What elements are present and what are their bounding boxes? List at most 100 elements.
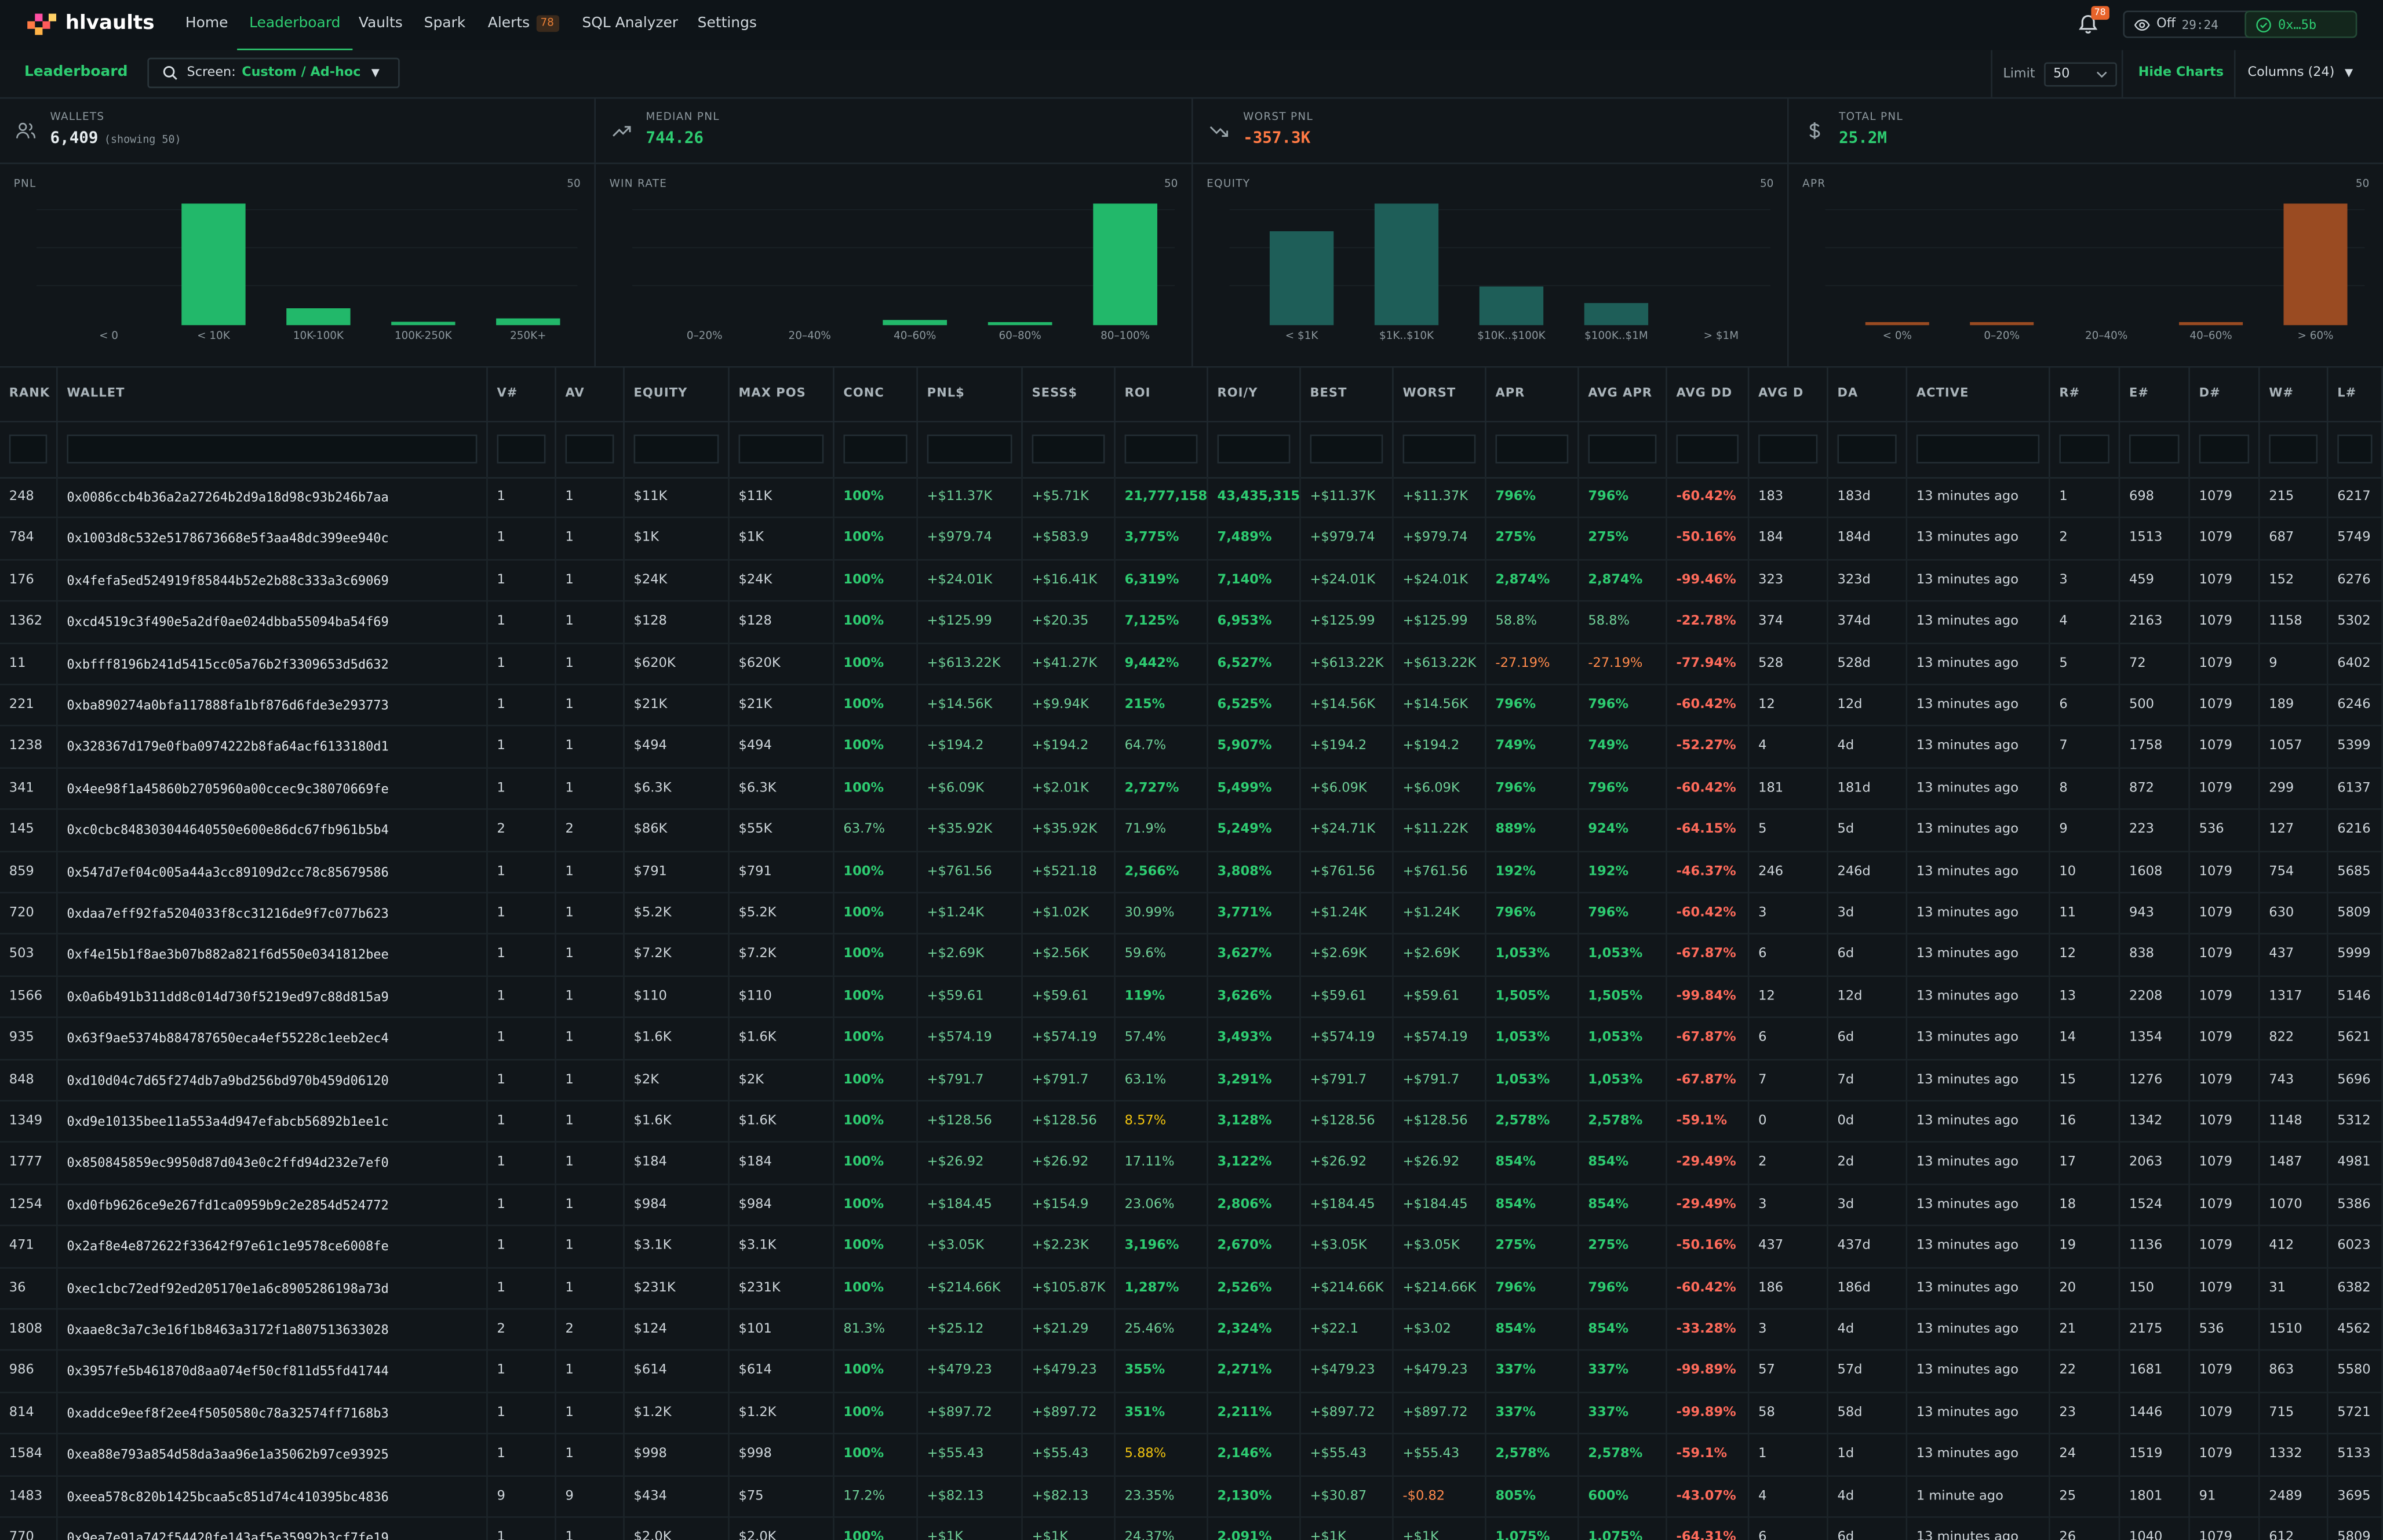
filter-input-rank[interactable] — [9, 435, 48, 464]
table-row[interactable]: 720 0xdaa7eff92fa5204033f8cc31216de9f7c07… — [0, 893, 2383, 935]
column-header-w-count[interactable]: W# — [2260, 367, 2329, 421]
table-row[interactable]: 1777 0x850845859ec9950d87d043e0c2ffd94d23… — [0, 1143, 2383, 1185]
column-header-avg-d[interactable]: AVG D — [1749, 367, 1828, 421]
filter-input-max-pos[interactable] — [738, 435, 824, 464]
filter-input-conc[interactable] — [843, 435, 908, 464]
bar[interactable] — [1479, 286, 1544, 326]
table-row[interactable]: 221 0xba890274a0bfa117888fa1bf876d6fde3e2… — [0, 685, 2383, 727]
table-row[interactable]: 1566 0x0a6b491b311dd8c014d730f5219ed97c88… — [0, 976, 2383, 1019]
bar[interactable] — [1584, 303, 1649, 326]
bar[interactable] — [988, 322, 1052, 326]
filter-input-avg-dd[interactable] — [1676, 435, 1739, 464]
filter-input-l-count[interactable] — [2337, 435, 2373, 464]
table-row[interactable]: 248 0x0086ccb4b36a2a27264b2d9a18d98c93b24… — [0, 477, 2383, 519]
bar[interactable] — [2283, 203, 2348, 326]
filter-input-worst[interactable] — [1402, 435, 1476, 464]
table-row[interactable]: 1349 0xd9e10135bee11a553a4d947efabcb56892… — [0, 1101, 2383, 1144]
column-header-wallet[interactable]: WALLET — [58, 367, 488, 421]
nav-leaderboard[interactable]: Leaderboard — [237, 0, 353, 52]
cell-wallet[interactable]: 0x850845859ec9950d87d043e0c2ffd94d232e7e… — [58, 1143, 488, 1184]
filter-input-avg-d[interactable] — [1758, 435, 1818, 464]
filter-input-d-count[interactable] — [2199, 435, 2250, 464]
column-header-apr[interactable]: APR — [1486, 367, 1579, 421]
cell-wallet[interactable]: 0x9ea7e91a742f54420fe143af5e35992b3cf7fe… — [58, 1517, 488, 1540]
bar[interactable] — [181, 203, 246, 326]
column-header-roi-y[interactable]: ROI/Y — [1208, 367, 1301, 421]
bar[interactable] — [1374, 203, 1439, 326]
filter-input-r-count[interactable] — [2059, 435, 2109, 464]
nav-spark[interactable]: Spark — [424, 15, 466, 32]
cell-wallet[interactable]: 0x2af8e4e872622f33642f97e61c1e9578ce6008… — [58, 1226, 488, 1268]
cell-wallet[interactable]: 0x4fefa5ed524919f85844b52e2b88c333a3c690… — [58, 560, 488, 601]
cell-wallet[interactable]: 0x0a6b491b311dd8c014d730f5219ed97c88d815… — [58, 976, 488, 1018]
column-header-d-count[interactable]: D# — [2190, 367, 2260, 421]
cell-wallet[interactable]: 0xcd4519c3f490e5a2df0ae024dbba55094ba54f… — [58, 601, 488, 643]
filter-input-sess[interactable] — [1032, 435, 1105, 464]
cell-wallet[interactable]: 0x1003d8c532e5178673668e5f3aa48dc399ee94… — [58, 519, 488, 560]
column-header-pnl[interactable]: PNL$ — [918, 367, 1023, 421]
cell-wallet[interactable]: 0xeea578c820b1425bcaa5c851d74c410395bc48… — [58, 1476, 488, 1517]
cell-wallet[interactable]: 0xd10d04c7d65f274db7a9bd256bd970b459d061… — [58, 1060, 488, 1101]
filter-input-e-count[interactable] — [2129, 435, 2180, 464]
filter-input-da[interactable] — [1837, 435, 1897, 464]
hide-charts-button[interactable]: Hide Charts — [2121, 50, 2239, 97]
cell-wallet[interactable]: 0xec1cbc72edf92ed205170e1a6c8905286198a7… — [58, 1268, 488, 1309]
nav-vaults[interactable]: Vaults — [358, 15, 403, 32]
watch-toggle[interactable]: Off 29:24 — [2123, 10, 2272, 38]
column-header-max-pos[interactable]: MAX POS — [730, 367, 835, 421]
filter-input-avg-apr[interactable] — [1588, 435, 1657, 464]
table-row[interactable]: 784 0x1003d8c532e5178673668e5f3aa48dc399e… — [0, 519, 2383, 561]
column-header-worst[interactable]: WORST — [1394, 367, 1486, 421]
cell-wallet[interactable]: 0xbfff8196b241d5415cc05a76b2f3309653d5d6… — [58, 643, 488, 685]
column-header-roi[interactable]: ROI — [1116, 367, 1208, 421]
table-row[interactable]: 986 0x3957fe5b461870d8aa074ef50cf811d55fd… — [0, 1351, 2383, 1393]
limit-select[interactable]: 50 — [2044, 61, 2118, 86]
filter-input-equity[interactable] — [633, 435, 719, 464]
table-row[interactable]: 1254 0xd0fb9626ce9e267fd1ca0959b9c2e2854d… — [0, 1184, 2383, 1227]
column-header-equity[interactable]: EQUITY — [625, 367, 730, 421]
column-header-conc[interactable]: CONC — [835, 367, 918, 421]
bar[interactable] — [1865, 322, 1929, 326]
filter-input-pnl[interactable] — [927, 435, 1012, 464]
cell-wallet[interactable]: 0xaddce9eef8f2ee4f5050580c78a32574ff7168… — [58, 1393, 488, 1435]
bar[interactable] — [1269, 231, 1334, 326]
bar[interactable] — [2179, 322, 2243, 326]
bar[interactable] — [391, 322, 456, 326]
cell-wallet[interactable]: 0x4ee98f1a45860b2705960a00ccec9c38070669… — [58, 768, 488, 810]
column-header-e-count[interactable]: E# — [2120, 367, 2190, 421]
cell-wallet[interactable]: 0xaae8c3a7c3e16f1b8463a3172f1a8075136330… — [58, 1309, 488, 1351]
table-row[interactable]: 1362 0xcd4519c3f490e5a2df0ae024dbba55094b… — [0, 601, 2383, 644]
table-row[interactable]: 503 0xf4e15b1f8ae3b07b882a821f6d550e03418… — [0, 935, 2383, 977]
screen-dropdown[interactable]: Screen: Custom / Ad-hoc ▼ — [147, 57, 400, 89]
bar[interactable] — [1970, 322, 2034, 326]
cell-wallet[interactable]: 0xc0cbc848303044640550e600e86dc67fb961b5… — [58, 810, 488, 852]
table-row[interactable]: 11 0xbfff8196b241d5415cc05a76b2f3309653d5… — [0, 643, 2383, 685]
cell-wallet[interactable]: 0x63f9ae5374b884787650eca4ef55228c1eeb2e… — [58, 1018, 488, 1060]
column-header-active[interactable]: ACTIVE — [1907, 367, 2050, 421]
bar[interactable] — [496, 318, 560, 326]
cell-wallet[interactable]: 0xd0fb9626ce9e267fd1ca0959b9c2e2854d5247… — [58, 1184, 488, 1226]
cell-wallet[interactable]: 0xf4e15b1f8ae3b07b882a821f6d550e0341812b… — [58, 935, 488, 976]
cell-wallet[interactable]: 0x328367d179e0fba0974222b8fa64acf6133180… — [58, 727, 488, 768]
cell-wallet[interactable]: 0x3957fe5b461870d8aa074ef50cf811d55fd417… — [58, 1351, 488, 1393]
table-row[interactable]: 471 0x2af8e4e872622f33642f97e61c1e9578ce6… — [0, 1226, 2383, 1268]
column-header-v-count[interactable]: V# — [488, 367, 556, 421]
table-row[interactable]: 1584 0xea88e793a854d58da3aa96e1a35062b97c… — [0, 1435, 2383, 1476]
nav-settings[interactable]: Settings — [697, 15, 757, 32]
cell-wallet[interactable]: 0xea88e793a854d58da3aa96e1a35062b97ce939… — [58, 1435, 488, 1476]
nav-sql-analyzer[interactable]: SQL Analyzer — [582, 15, 679, 32]
column-header-rank[interactable]: RANK — [0, 367, 58, 421]
bar[interactable] — [286, 308, 351, 326]
table-row[interactable]: 1238 0x328367d179e0fba0974222b8fa64acf613… — [0, 727, 2383, 769]
column-header-avg-dd[interactable]: AVG DD — [1667, 367, 1750, 421]
filter-input-roi-y[interactable] — [1217, 435, 1291, 464]
cell-wallet[interactable]: 0x0086ccb4b36a2a27264b2d9a18d98c93b246b7… — [58, 477, 488, 519]
column-header-avg-apr[interactable]: AVG APR — [1579, 367, 1667, 421]
table-row[interactable]: 36 0xec1cbc72edf92ed205170e1a6c8905286198… — [0, 1268, 2383, 1310]
table-row[interactable]: 770 0x9ea7e91a742f54420fe143af5e35992b3cf… — [0, 1517, 2383, 1540]
table-row[interactable]: 341 0x4ee98f1a45860b2705960a00ccec9c38070… — [0, 768, 2383, 811]
filter-input-av[interactable] — [565, 435, 614, 464]
cell-wallet[interactable]: 0xd9e10135bee11a553a4d947efabcb56892b1ee… — [58, 1101, 488, 1143]
column-header-sess[interactable]: SESS$ — [1023, 367, 1116, 421]
table-row[interactable]: 1483 0xeea578c820b1425bcaa5c851d74c410395… — [0, 1476, 2383, 1518]
